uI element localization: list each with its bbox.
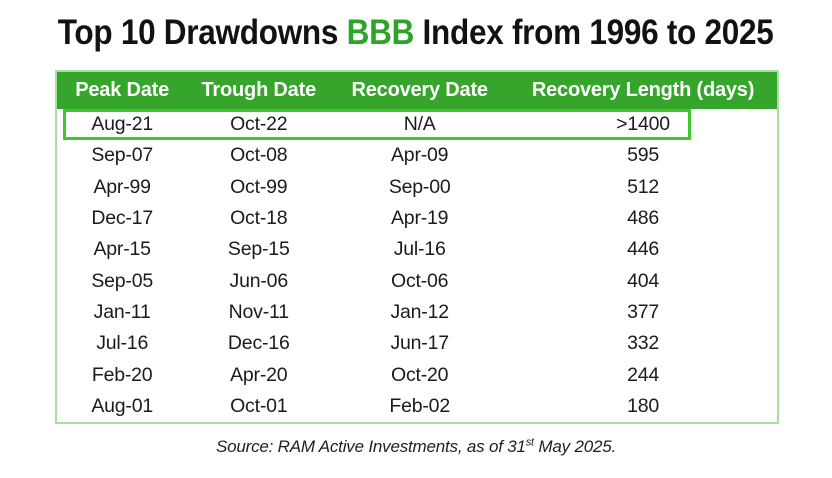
table-row: Sep-07 Oct-08 Apr-09 595 [57,140,777,171]
cell-recovery-length: 377 [627,300,659,323]
column-header-recovery-length: Recovery Length (days) [531,79,755,101]
cell-peak-date: Apr-99 [93,175,151,198]
table-row: Apr-15 Sep-15 Jul-16 446 [57,234,777,265]
table-row: Aug-01 Oct-01 Feb-02 180 [57,391,777,422]
table-row: Dec-17 Oct-18 Apr-19 486 [57,203,777,234]
cell-recovery-date: Apr-19 [391,207,449,230]
cell-recovery-date: Jul-16 [393,238,446,261]
cell-trough-date: Oct-99 [230,175,288,198]
cell-recovery-date: Apr-09 [391,144,449,167]
cell-peak-date: Jan-11 [93,300,151,323]
table-row: Jan-11 Nov-11 Jan-12 377 [57,297,777,328]
source-text-prefix: Source: RAM Active Investments, as of 31 [215,436,526,456]
cell-recovery-length: 512 [627,175,659,198]
cell-trough-date: Oct-08 [230,144,288,167]
cell-peak-date: Sep-05 [91,269,153,292]
table-header-row: Peak Date Trough Date Recovery Date Reco… [57,72,777,109]
table-row: Sep-05 Jun-06 Oct-06 404 [57,265,777,296]
table-row-highlighted: Aug-21 Oct-22 N/A >1400 [57,109,777,141]
cell-recovery-length: 180 [627,394,659,417]
table-row: Jul-16 Dec-16 Jun-17 332 [57,328,777,359]
column-header-peak-date: Peak Date [75,79,170,101]
cell-trough-date: Sep-15 [227,238,290,261]
cell-peak-date: Dec-17 [91,207,153,230]
cell-recovery-length: 446 [627,238,659,261]
cell-recovery-date: Sep-00 [388,175,451,198]
column-header-trough-date: Trough Date [201,79,317,101]
cell-recovery-date: Feb-02 [389,394,450,417]
cell-recovery-length: 404 [627,269,659,292]
cell-trough-date: Nov-11 [228,300,289,323]
source-text-suffix: May 2025. [533,436,617,456]
column-header-recovery-date: Recovery Date [351,79,488,101]
cell-recovery-date: Jun-17 [390,332,449,355]
cell-recovery-length: 332 [627,332,659,355]
cell-trough-date: Apr-20 [230,363,288,386]
cell-recovery-length: 595 [627,144,659,167]
cell-recovery-length: 486 [627,207,659,230]
source-superscript: st [525,436,534,449]
cell-peak-date: Aug-21 [91,113,153,136]
page-title: Top 10 Drawdowns BBB Index from 1996 to … [0,0,832,54]
source-attribution: Source: RAM Active Investments, as of 31… [0,437,832,457]
table-row: Apr-99 Oct-99 Sep-00 512 [57,172,777,203]
cell-peak-date: Feb-20 [91,363,153,386]
cell-recovery-date: Oct-06 [391,269,449,292]
cell-recovery-date: N/A [403,113,436,136]
cell-peak-date: Jul-16 [96,332,149,355]
title-accent-bbb: BBB [346,13,415,52]
cell-trough-date: Oct-18 [230,207,288,230]
title-text-right: Index from 1996 to 2025 [414,13,774,52]
cell-trough-date: Jun-06 [229,269,289,292]
table-row: Feb-20 Apr-20 Oct-20 244 [57,359,777,390]
cell-trough-date: Oct-22 [230,113,288,136]
cell-peak-date: Sep-07 [91,144,153,167]
cell-recovery-length: >1400 [616,113,670,136]
cell-trough-date: Dec-16 [227,332,290,355]
cell-recovery-length: 244 [627,363,659,386]
cell-trough-date: Oct-01 [230,394,288,417]
cell-recovery-date: Oct-20 [391,363,449,386]
drawdowns-table: Peak Date Trough Date Recovery Date Reco… [55,70,779,424]
cell-peak-date: Apr-15 [93,238,151,261]
cell-recovery-date: Jan-12 [390,300,449,323]
cell-peak-date: Aug-01 [91,394,153,417]
title-text-left: Top 10 Drawdowns [58,13,347,52]
